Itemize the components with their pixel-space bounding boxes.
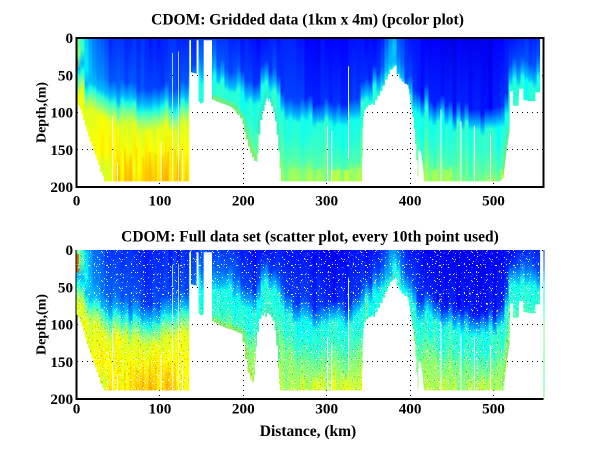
svg-text:200: 200 [50,391,73,408]
svg-text:50: 50 [58,67,74,84]
svg-text:500: 500 [482,193,505,210]
svg-text:0: 0 [66,242,74,259]
svg-text:0: 0 [73,193,81,210]
svg-text:0: 0 [66,30,74,47]
svg-text:100: 100 [50,317,73,334]
svg-text:100: 100 [149,401,172,418]
svg-text:CDOM: Gridded data (1km x 4m): CDOM: Gridded data (1km x 4m) (pcolor pl… [151,12,464,29]
svg-text:100: 100 [149,193,172,210]
svg-text:150: 150 [50,142,73,159]
svg-text:150: 150 [50,354,73,371]
svg-text:0: 0 [73,401,81,418]
svg-text:Distance, (km): Distance, (km) [260,423,356,440]
svg-text:200: 200 [50,179,73,196]
svg-text:Depth,(m): Depth,(m) [35,82,50,143]
svg-text:Depth,(m): Depth,(m) [35,294,50,355]
svg-text:100: 100 [50,105,73,122]
svg-text:300: 300 [315,193,338,210]
svg-text:50: 50 [58,279,74,296]
svg-text:200: 200 [232,193,255,210]
svg-text:400: 400 [399,401,422,418]
svg-text:CDOM: Full data set (scatter p: CDOM: Full data set (scatter plot, every… [121,229,499,246]
svg-text:500: 500 [482,401,505,418]
svg-text:300: 300 [315,401,338,418]
svg-text:200: 200 [232,401,255,418]
svg-text:400: 400 [399,193,422,210]
